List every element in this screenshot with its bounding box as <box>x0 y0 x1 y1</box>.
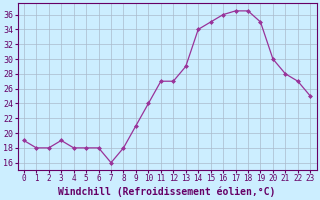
X-axis label: Windchill (Refroidissement éolien,°C): Windchill (Refroidissement éolien,°C) <box>58 186 276 197</box>
